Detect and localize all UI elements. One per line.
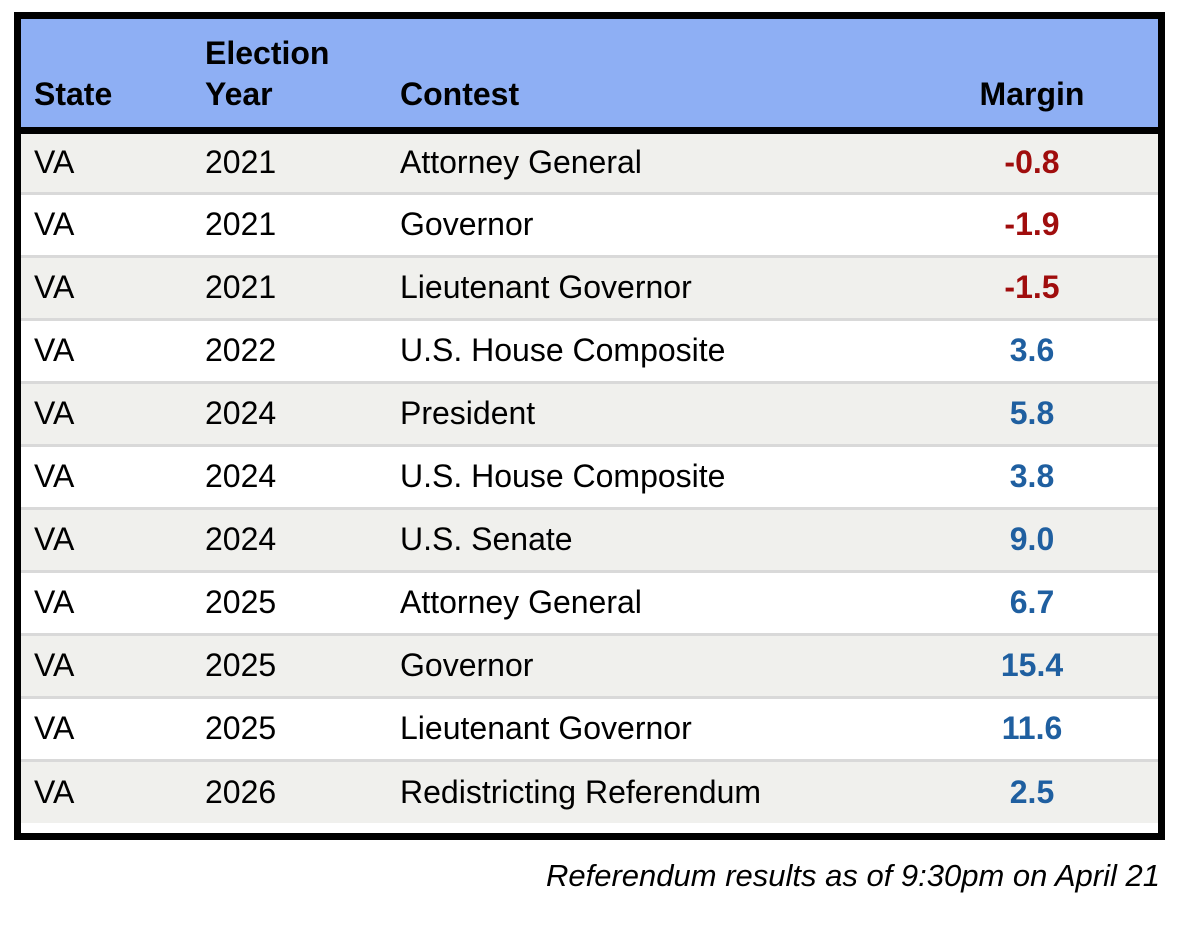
table-row: VA 2026 Redistricting Referendum 2.5	[21, 758, 1158, 823]
state-cell: VA	[21, 380, 191, 445]
year-cell: 2024	[191, 443, 386, 508]
margin-cell: 11.6	[906, 695, 1158, 760]
header-election-year: Election Year	[191, 19, 386, 134]
year-cell: 2025	[191, 632, 386, 697]
header-election-year-line2: Year	[205, 75, 273, 112]
margin-cell: 6.7	[906, 569, 1158, 634]
state-cell: VA	[21, 569, 191, 634]
table-row: VA 2021 Governor -1.9	[21, 191, 1158, 256]
table-row: VA 2025 Governor 15.4	[21, 632, 1158, 697]
margin-cell: 3.6	[906, 317, 1158, 382]
margin-cell: 2.5	[906, 758, 1158, 823]
contest-cell: Lieutenant Governor	[386, 254, 906, 319]
year-cell: 2024	[191, 506, 386, 571]
table-body: VA 2021 Attorney General -0.8 VA 2021 Go…	[21, 130, 1158, 823]
table-header: State Election Year Contest Margin	[21, 19, 1158, 134]
state-cell: VA	[21, 254, 191, 319]
contest-cell: U.S. House Composite	[386, 317, 906, 382]
contest-cell: Redistricting Referendum	[386, 758, 906, 823]
contest-cell: President	[386, 380, 906, 445]
header-state: State	[21, 19, 191, 134]
header-margin: Margin	[906, 19, 1158, 134]
header-state-label: State	[34, 75, 113, 112]
state-cell: VA	[21, 632, 191, 697]
year-cell: 2021	[191, 191, 386, 256]
header-row: State Election Year Contest Margin	[21, 19, 1158, 134]
table-row: VA 2025 Lieutenant Governor 11.6	[21, 695, 1158, 760]
table-row: VA 2021 Attorney General -0.8	[21, 130, 1158, 193]
year-cell: 2024	[191, 380, 386, 445]
year-cell: 2025	[191, 695, 386, 760]
year-cell: 2021	[191, 254, 386, 319]
contest-cell: Lieutenant Governor	[386, 695, 906, 760]
margin-cell: 15.4	[906, 632, 1158, 697]
state-cell: VA	[34, 144, 75, 180]
contest-cell: U.S. Senate	[386, 506, 906, 571]
margin-cell: 5.8	[906, 380, 1158, 445]
footnote: Referendum results as of 9:30pm on April…	[545, 858, 1160, 893]
header-election-year-line1: Election	[205, 34, 330, 71]
results-table-container: State Election Year Contest Margin VA 20…	[14, 12, 1165, 840]
header-contest-label: Contest	[400, 75, 520, 112]
margin-cell: -1.9	[906, 191, 1158, 256]
table-row: VA 2024 U.S. House Composite 3.8	[21, 443, 1158, 508]
table-row: VA 2022 U.S. House Composite 3.6	[21, 317, 1158, 382]
contest-cell: Governor	[386, 191, 906, 256]
contest-cell: Attorney General	[386, 569, 906, 634]
margin-cell: -1.5	[906, 254, 1158, 319]
table-row: VA 2024 U.S. Senate 9.0	[21, 506, 1158, 571]
contest-cell: U.S. House Composite	[386, 443, 906, 508]
state-cell: VA	[21, 317, 191, 382]
table-row: VA 2021 Lieutenant Governor -1.5	[21, 254, 1158, 319]
state-cell: VA	[21, 758, 191, 823]
table-row: VA 2024 President 5.8	[21, 380, 1158, 445]
year-cell: 2026	[191, 758, 386, 823]
state-cell: VA	[21, 695, 191, 760]
results-table: State Election Year Contest Margin VA 20…	[21, 19, 1158, 823]
year-cell: 2022	[191, 317, 386, 382]
state-cell: VA	[21, 191, 191, 256]
header-contest: Contest	[386, 19, 906, 134]
margin-cell: 3.8	[906, 443, 1158, 508]
table-row: VA 2025 Attorney General 6.7	[21, 569, 1158, 634]
contest-cell: Governor	[386, 632, 906, 697]
state-cell: VA	[21, 443, 191, 508]
year-cell: 2025	[191, 569, 386, 634]
state-cell: VA	[21, 506, 191, 571]
contest-cell: Attorney General	[400, 144, 642, 180]
year-cell: 2021	[205, 144, 277, 180]
margin-cell: -0.8	[1004, 144, 1060, 180]
header-margin-label: Margin	[979, 75, 1085, 112]
margin-cell: 9.0	[906, 506, 1158, 571]
